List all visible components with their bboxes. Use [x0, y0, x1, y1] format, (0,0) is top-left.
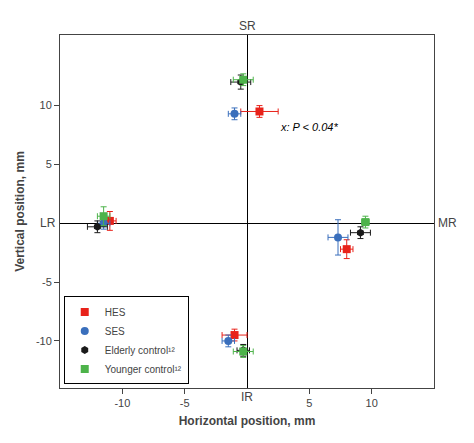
- svg-text:Vertical position, mm: Vertical position, mm: [13, 151, 27, 272]
- svg-text:-10: -10: [114, 397, 130, 409]
- svg-text:LR: LR: [40, 216, 56, 230]
- svg-text:-10: -10: [36, 335, 52, 347]
- svg-text:-5: -5: [180, 397, 190, 409]
- svg-text:-5: -5: [42, 276, 52, 288]
- svg-text:5: 5: [306, 397, 312, 409]
- svg-text:x: P < 0.04*: x: P < 0.04*: [280, 121, 338, 133]
- svg-text:Horizontal position, mm: Horizontal position, mm: [179, 414, 316, 428]
- svg-text:10: 10: [40, 99, 52, 111]
- svg-text:10: 10: [366, 397, 378, 409]
- svg-text:IR: IR: [241, 390, 253, 404]
- svg-text:SR: SR: [239, 19, 256, 33]
- svg-text:HES: HES: [105, 307, 126, 318]
- svg-text:Younger control¹²: Younger control¹²: [105, 364, 182, 375]
- svg-text:5: 5: [46, 158, 52, 170]
- svg-text:Elderly control¹²: Elderly control¹²: [105, 345, 176, 356]
- svg-text:MR: MR: [438, 216, 457, 230]
- svg-text:SES: SES: [105, 326, 125, 337]
